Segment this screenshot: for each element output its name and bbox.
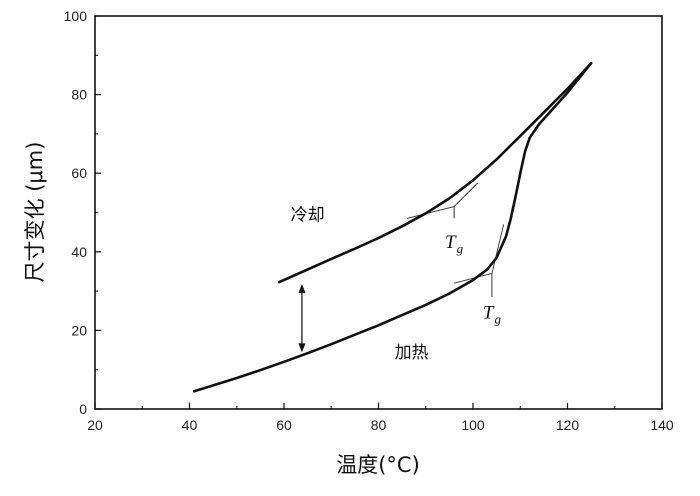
y-tick-label: 80: [71, 87, 87, 103]
tangent-line: [406, 182, 479, 219]
y-tick-label: 40: [71, 244, 87, 260]
y-tick-label: 60: [71, 165, 87, 181]
series-line-cooling: [278, 61, 593, 284]
x-tick-label: 100: [461, 417, 485, 433]
y-tick-label: 0: [79, 401, 87, 417]
series-lines: [192, 61, 593, 393]
tg-label: Tg: [445, 232, 464, 256]
x-tick-label: 20: [87, 417, 103, 433]
auxiliary-marks: [298, 182, 505, 353]
series-line-heating: [192, 61, 593, 393]
x-tick-label: 60: [276, 417, 292, 433]
x-tick-label: 140: [650, 417, 674, 433]
x-tick-label: 80: [371, 417, 387, 433]
y-tick-label: 20: [71, 322, 87, 338]
plot-frame: [94, 15, 663, 410]
axis-ticks: [94, 15, 663, 410]
cooling-label: 冷却: [291, 205, 325, 225]
x-axis-title: 温度(°C): [336, 453, 420, 477]
heating-label: 加热: [395, 343, 429, 363]
arrow-head-bottom: [298, 343, 306, 353]
x-tick-label: 40: [182, 417, 198, 433]
x-tick-label: 120: [556, 417, 580, 433]
arrow-head-top: [298, 284, 306, 294]
tangent-line: [453, 224, 505, 284]
tg-label: Tg: [483, 303, 502, 327]
y-axis-title: 尺寸变化 (μm): [23, 142, 47, 283]
y-tick-label: 100: [64, 8, 88, 24]
plot-area: [94, 15, 663, 410]
